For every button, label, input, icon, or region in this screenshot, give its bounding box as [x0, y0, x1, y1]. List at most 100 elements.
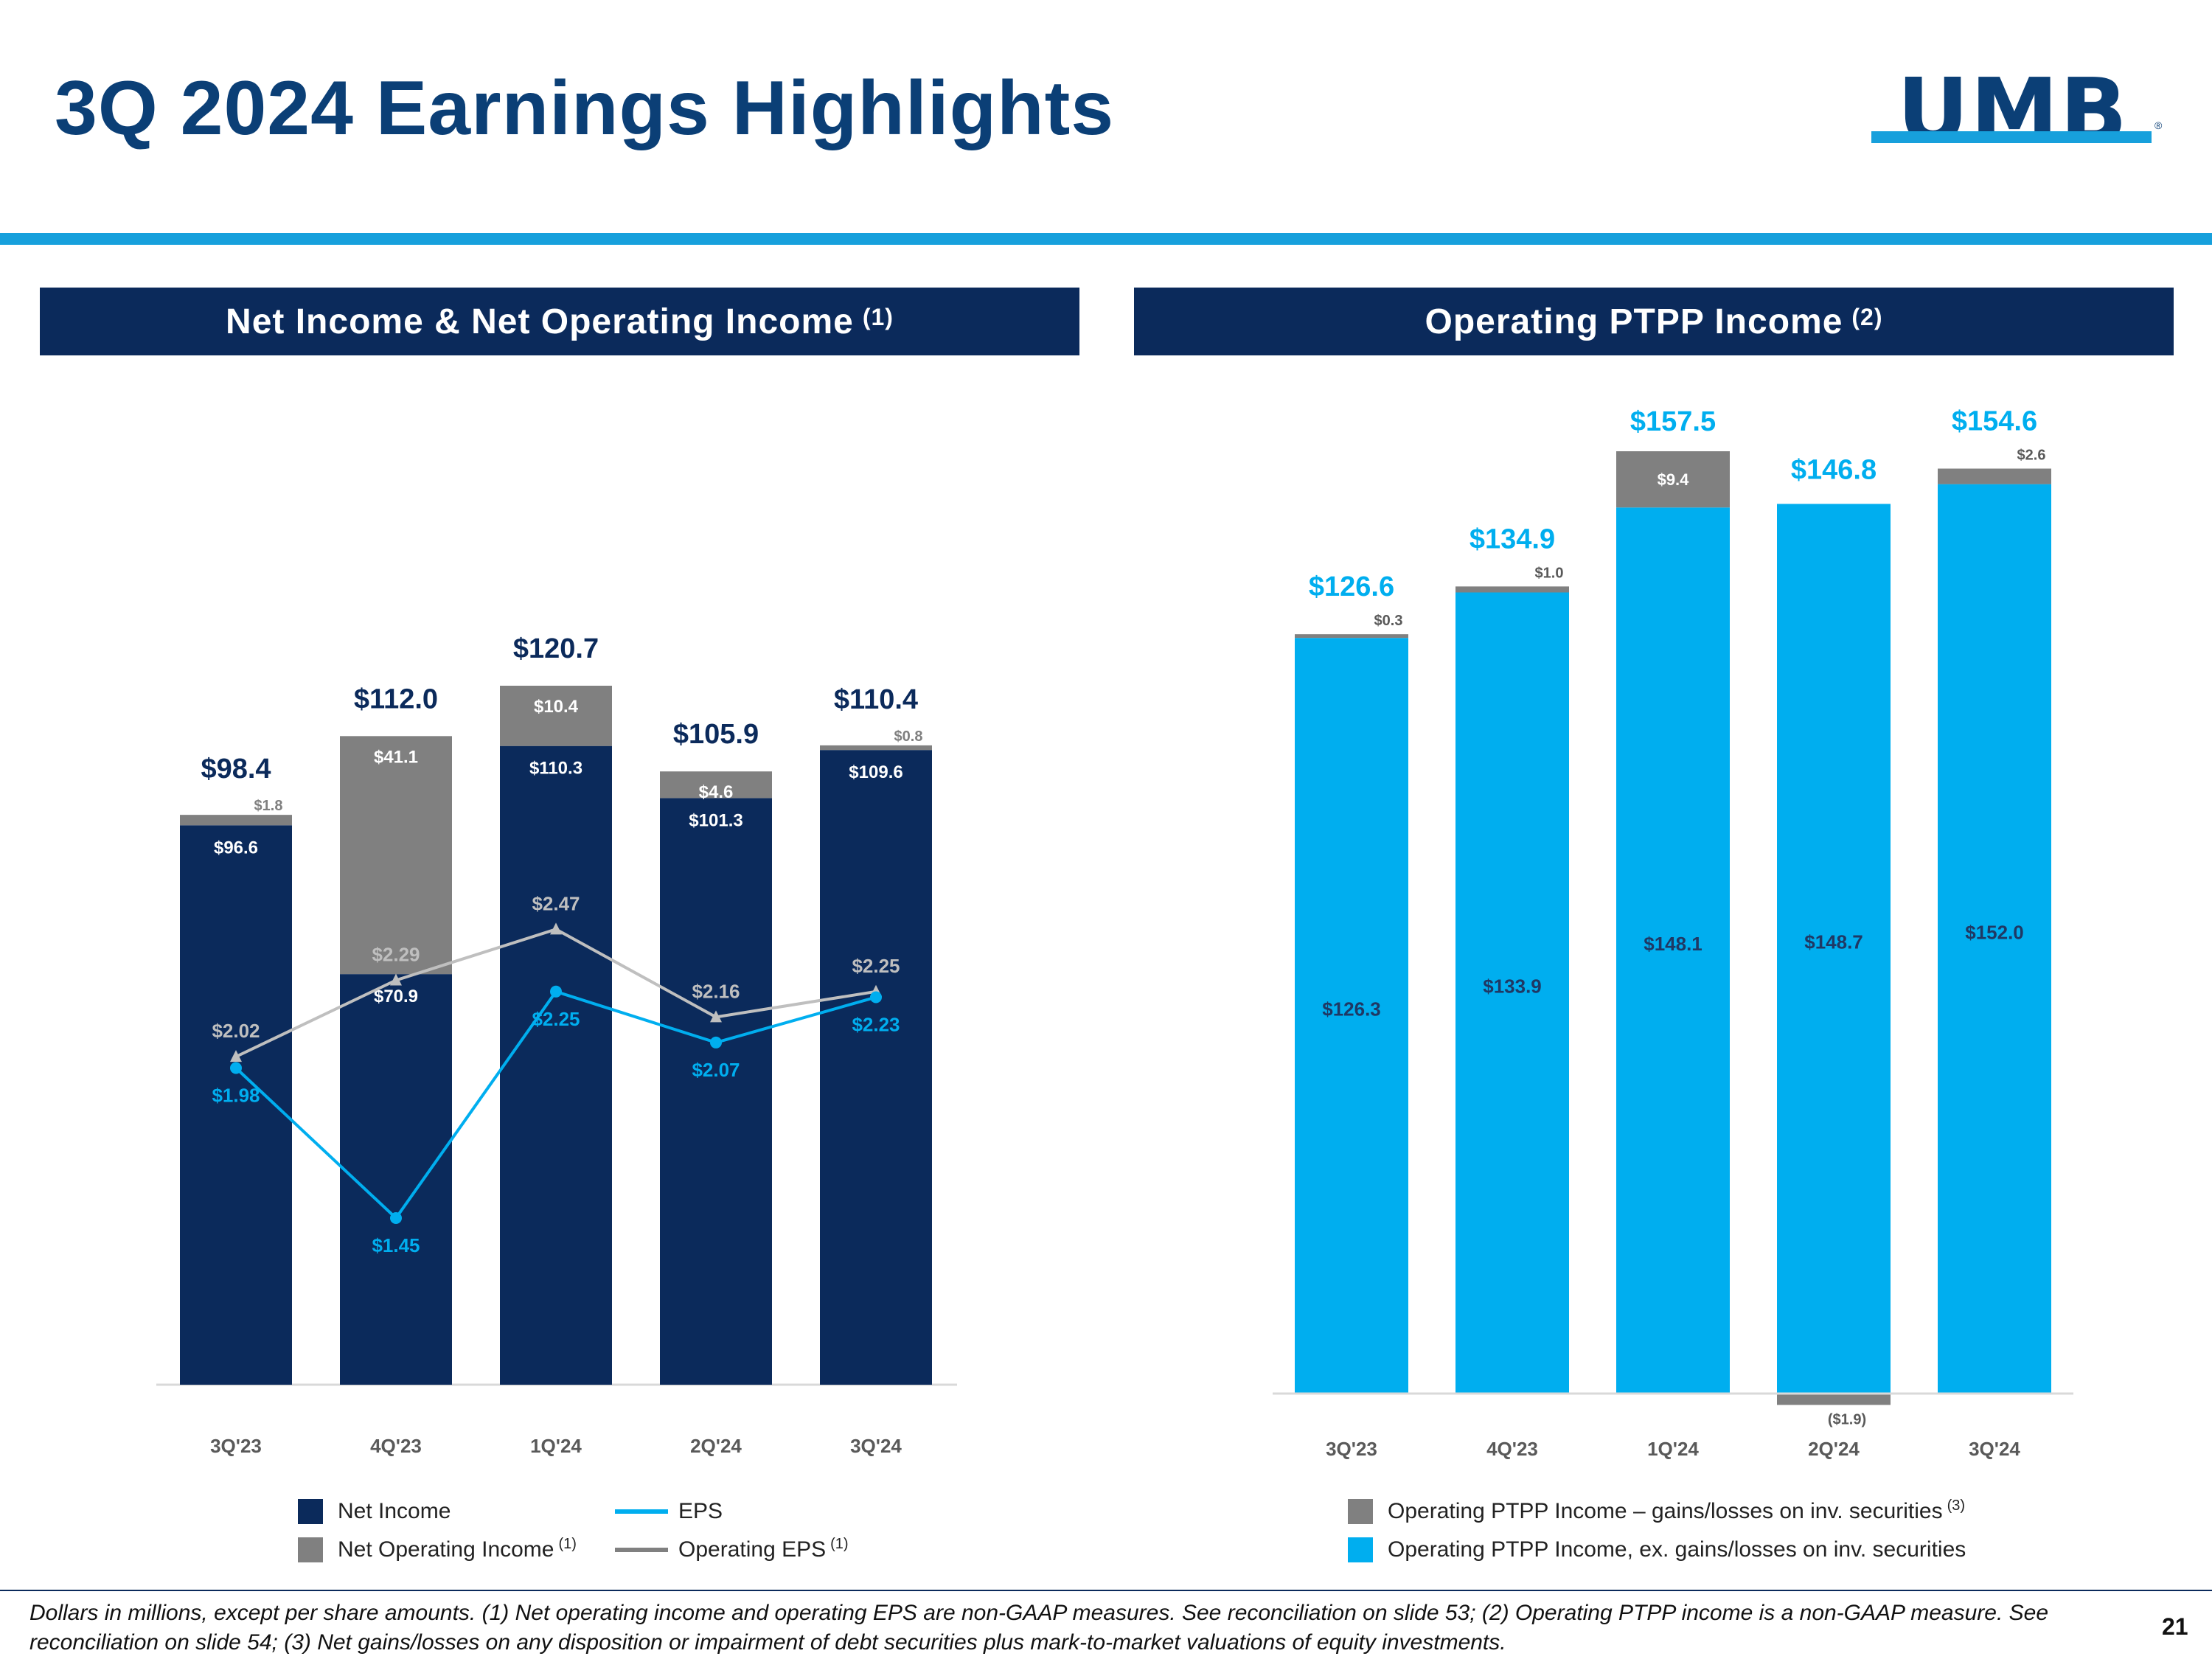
ptpp-gains-losses-data-label: $0.3 [1374, 613, 1403, 629]
ptpp-gains-losses-data-label: $2.6 [2017, 448, 2046, 464]
right-panel-footnote-ref: (2) [1851, 303, 1883, 330]
ptpp-gains-losses-bar [1295, 634, 1408, 639]
x-tick-label: 3Q'24 [850, 1435, 902, 1457]
eps-line-swatch [615, 1509, 668, 1514]
legend-eps: EPS [615, 1499, 723, 1524]
legend-net-operating-income: Net Operating Income (1) [298, 1535, 577, 1562]
eps-marker [710, 1036, 722, 1048]
legend-label: Operating PTPP Income, ex. gains/losses … [1388, 1537, 1966, 1562]
total-label: $110.4 [834, 684, 918, 715]
ptpp-gains-losses-data-label: ($1.9) [1828, 1411, 1866, 1427]
net-operating-income-swatch [298, 1537, 323, 1562]
logo-registered-mark: ® [2154, 119, 2163, 131]
x-tick-label: 1Q'24 [530, 1435, 582, 1457]
total-label: $134.9 [1470, 524, 1555, 554]
operating-eps-label: $2.02 [212, 1020, 260, 1042]
x-tick-label: 2Q'24 [690, 1435, 742, 1457]
footnote: Dollars in millions, except per share am… [29, 1601, 2049, 1655]
operating-eps-marker [550, 922, 562, 935]
operating-eps-label: $2.25 [852, 955, 900, 977]
operating-eps-label: $2.47 [532, 892, 580, 914]
ptpp-gains-losses-bar [1777, 1394, 1891, 1405]
operating-eps-marker [230, 1050, 242, 1062]
eps-label: $1.98 [212, 1084, 260, 1106]
header-divider [0, 233, 2212, 245]
eps-marker [390, 1212, 402, 1224]
net-operating-income-bar [180, 815, 292, 826]
ptpp-ex-gains-data-label: $148.7 [1804, 931, 1863, 953]
net-income-bar [660, 798, 772, 1385]
footer-divider [0, 1590, 2212, 1591]
eps-label: $2.25 [532, 1008, 580, 1030]
x-tick-label: 1Q'24 [1647, 1438, 1699, 1460]
page-number: 21 [2162, 1613, 2188, 1640]
x-tick-label: 4Q'23 [370, 1435, 422, 1457]
legend-footnote-ref: (1) [558, 1535, 577, 1552]
legend-footnote-ref: (1) [830, 1535, 849, 1552]
net-income-data-label: $109.6 [849, 762, 902, 782]
logo-wordmark: UMB [1896, 60, 2129, 163]
ex-gains-losses-swatch [1348, 1537, 1373, 1562]
legend-label: Operating PTPP Income – gains/losses on … [1388, 1499, 1943, 1523]
eps-label: $2.23 [852, 1013, 900, 1035]
eps-marker [550, 985, 562, 998]
legend-gains-losses: Operating PTPP Income – gains/losses on … [1348, 1497, 1966, 1524]
ptpp-ex-gains-bar [1938, 484, 2051, 1394]
net-operating-income-bar [660, 771, 772, 799]
umb-logo: UMB ® [1865, 60, 2163, 163]
ptpp-ex-gains-data-label: $126.3 [1322, 998, 1381, 1020]
net-income-swatch [298, 1499, 323, 1524]
x-tick-label: 4Q'23 [1486, 1438, 1538, 1460]
operating-eps-line-swatch [615, 1548, 668, 1552]
operating-eps-label: $2.29 [372, 943, 420, 965]
gains-losses-swatch [1348, 1499, 1373, 1524]
x-tick-label: 3Q'23 [210, 1435, 262, 1457]
legend-net-income: Net Income [298, 1499, 451, 1524]
left-panel-header: Net Income & Net Operating Income (1) [40, 288, 1079, 355]
net-income-data-label: $70.9 [374, 987, 418, 1006]
right-panel-title: Operating PTPP Income [1425, 302, 1843, 341]
left-panel-title: Net Income & Net Operating Income [226, 302, 854, 341]
net-income-bar [340, 974, 452, 1385]
eps-label: $2.07 [692, 1059, 740, 1081]
logo-underline [1871, 131, 2152, 143]
net-operating-income-bar [820, 745, 932, 751]
net-operating-income-data-label: $41.1 [374, 747, 418, 767]
eps-label: $1.45 [372, 1234, 420, 1256]
ptpp-ex-gains-bar [1455, 592, 1569, 1394]
net-operating-income-data-label: $1.8 [254, 798, 283, 814]
ptpp-gains-losses-bar [1616, 451, 1730, 508]
net-operating-income-data-label: $0.8 [894, 728, 923, 745]
left-panel-footnote-ref: (1) [862, 303, 894, 330]
legend-ex-gains-losses: Operating PTPP Income, ex. gains/losses … [1348, 1537, 1966, 1562]
total-label: $146.8 [1791, 454, 1877, 485]
legend-footnote-ref: (3) [1947, 1497, 1966, 1514]
ptpp-gains-losses-bar [1455, 586, 1569, 593]
net-income-bar [500, 745, 612, 1385]
ptpp-ex-gains-bar [1616, 507, 1730, 1394]
operating-eps-marker [710, 1010, 722, 1023]
net-operating-income-data-label: $10.4 [534, 697, 579, 717]
net-operating-income-bar [500, 686, 612, 746]
net-income-data-label: $110.3 [529, 759, 582, 779]
ptpp-ex-gains-bar [1777, 504, 1891, 1394]
net-operating-income-bar [340, 736, 452, 975]
net-income-data-label: $101.3 [689, 810, 742, 830]
x-tick-label: 3Q'23 [1326, 1438, 1377, 1460]
x-tick-label: 2Q'24 [1808, 1438, 1860, 1460]
total-label: $98.4 [201, 754, 271, 785]
total-label: $120.7 [513, 633, 599, 664]
total-label: $105.9 [673, 719, 759, 750]
net-operating-income-data-label: $4.6 [699, 782, 734, 802]
total-label: $112.0 [354, 684, 438, 714]
net-income-data-label: $96.6 [214, 838, 258, 858]
total-label: $126.6 [1309, 571, 1394, 602]
eps-marker [230, 1062, 242, 1074]
ptpp-ex-gains-bar [1295, 638, 1408, 1394]
right-panel-header: Operating PTPP Income (2) [1134, 288, 2174, 355]
eps-marker [870, 991, 882, 1004]
legend-operating-eps: Operating EPS (1) [615, 1535, 849, 1562]
operating-eps-label: $2.16 [692, 980, 740, 1002]
total-label: $157.5 [1630, 406, 1716, 437]
